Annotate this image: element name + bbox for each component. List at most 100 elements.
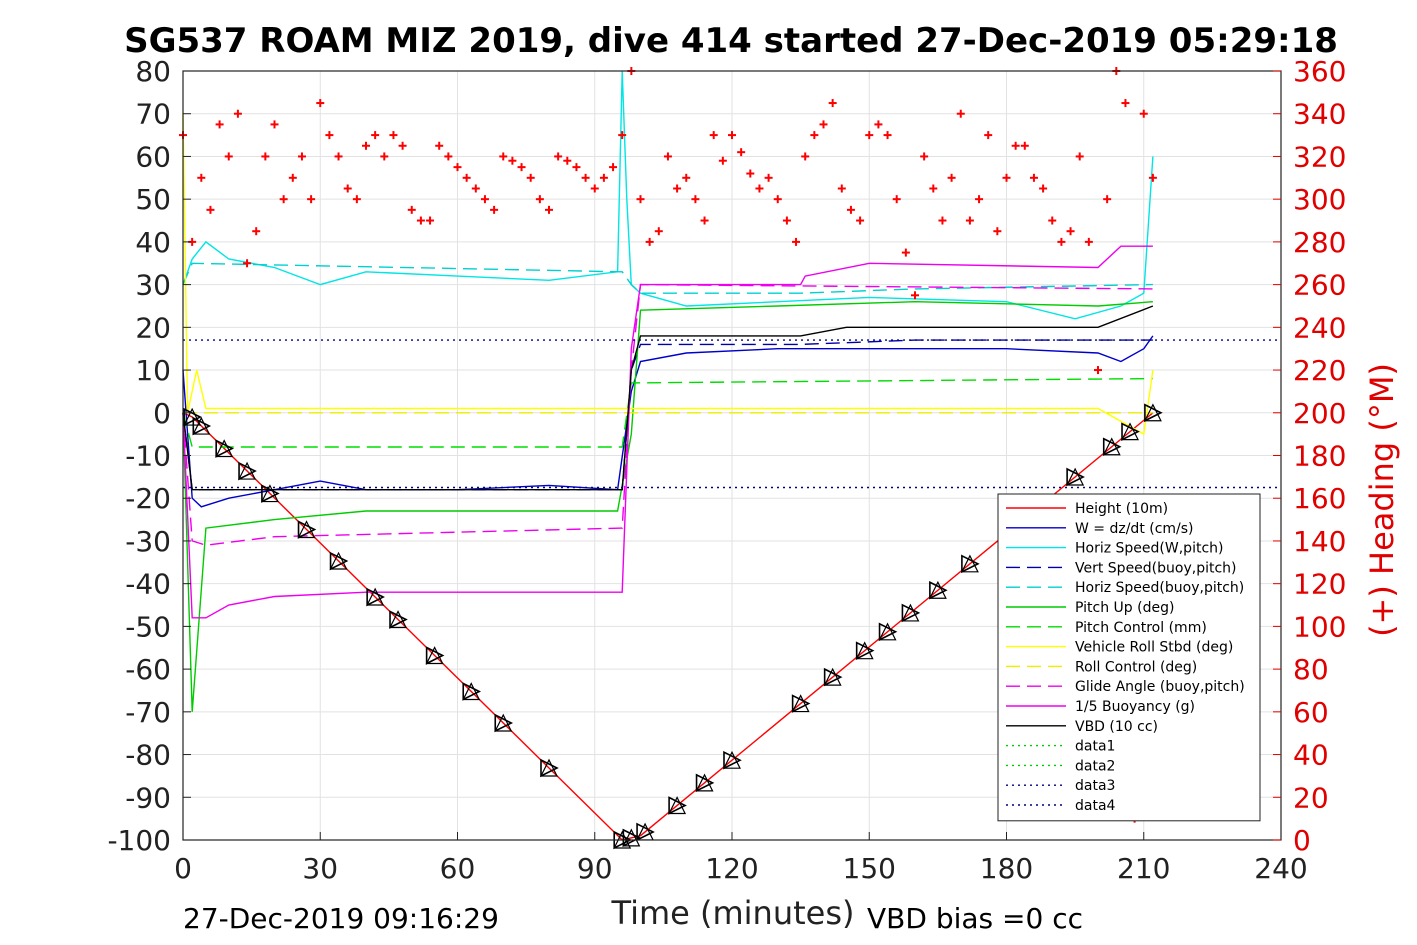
y-tick-label: 50	[135, 183, 171, 216]
series-line-5	[182, 300, 1153, 712]
right-tick-label: 80	[1293, 653, 1329, 686]
legend-entry: Roll Control (deg)	[1075, 659, 1197, 675]
x-tick-label: 0	[174, 852, 192, 885]
heading-point	[682, 173, 691, 182]
y-tick-label: -70	[125, 696, 171, 729]
height-marker	[878, 622, 898, 642]
y-tick-label: 30	[135, 269, 171, 302]
height-marker	[636, 822, 655, 842]
height-marker	[366, 587, 385, 606]
heading-point	[535, 195, 544, 204]
height-marker	[668, 796, 687, 815]
heading-point	[389, 131, 398, 140]
heading-point	[279, 195, 288, 204]
heading-point	[984, 131, 993, 140]
heading-point	[993, 227, 1002, 236]
x-tick-label: 90	[577, 852, 613, 885]
right-tick-label: 160	[1293, 482, 1346, 515]
heading-point	[471, 184, 480, 193]
legend-entry: VBD (10 cc)	[1075, 719, 1158, 735]
y-tick-label: -90	[125, 781, 171, 814]
height-marker	[238, 461, 257, 481]
y-tick-label: -40	[125, 568, 171, 601]
heading-point	[233, 109, 242, 118]
height-marker	[622, 828, 642, 848]
right-tick-label: 320	[1293, 140, 1346, 173]
heading-point	[197, 173, 206, 182]
heading-point	[517, 163, 526, 172]
height-marker	[928, 580, 947, 599]
height-marker	[215, 439, 234, 458]
height-marker	[297, 520, 317, 539]
height-marker	[1144, 403, 1163, 423]
legend-entry: data3	[1075, 778, 1115, 794]
heading-point	[545, 205, 553, 214]
heading-point	[1148, 173, 1157, 182]
height-marker	[855, 641, 875, 660]
right-tick-label: 180	[1293, 440, 1346, 473]
heading-point	[462, 173, 471, 182]
height-marker	[329, 551, 349, 571]
height-marker	[961, 554, 980, 574]
height-marker	[901, 603, 920, 622]
height-marker	[1102, 437, 1122, 457]
heading-point	[243, 259, 252, 268]
series-line-10	[182, 245, 1153, 619]
legend-entry: Horiz Speed(W,pitch)	[1075, 541, 1223, 557]
heading-point	[480, 195, 489, 204]
height-marker	[723, 750, 741, 769]
heading-point	[343, 184, 352, 193]
heading-point	[352, 195, 361, 204]
y-tick-label: 10	[135, 354, 171, 387]
y-tick-label: -100	[107, 824, 171, 857]
heading-point	[654, 227, 663, 236]
chart-title: SG537 ROAM MIZ 2019, dive 414 started 27…	[124, 21, 1338, 61]
heading-point	[1011, 141, 1020, 150]
heading-point	[334, 152, 343, 161]
height-marker	[823, 667, 842, 686]
legend-entry: data2	[1075, 758, 1115, 774]
height-marker	[878, 622, 897, 641]
y-tick-label: 70	[135, 98, 171, 131]
series-line-4	[182, 262, 1153, 294]
height-marker	[183, 407, 202, 426]
heading-point	[673, 184, 682, 193]
heading-point	[819, 120, 828, 129]
height-marker	[901, 603, 921, 623]
height-marker	[540, 758, 559, 778]
heading-point	[453, 163, 462, 172]
x-axis-label: Time (minutes)	[611, 894, 855, 932]
heading-point	[297, 152, 306, 161]
right-tick-label: 20	[1293, 781, 1329, 814]
y-tick-label: -30	[125, 525, 171, 558]
tick-labels: 0 30 60 90 120 150 180 210 24080706050403020100-…	[107, 55, 1346, 885]
height-marker	[668, 796, 687, 815]
right-tick-label: 120	[1293, 568, 1346, 601]
height-marker	[622, 828, 641, 847]
heading-point	[645, 237, 654, 246]
heading-point	[782, 216, 791, 225]
heading-point	[261, 152, 270, 161]
height-marker	[1143, 403, 1162, 422]
height-marker	[695, 773, 714, 792]
right-tick-label: 280	[1293, 226, 1346, 259]
height-marker	[462, 682, 481, 701]
heading-point	[416, 216, 425, 225]
height-marker	[1066, 467, 1085, 487]
heading-point	[901, 248, 910, 257]
y-tick-label: -50	[125, 610, 171, 643]
legend-entry: Vert Speed(buoy,pitch)	[1075, 560, 1237, 576]
right-tick-label: 40	[1293, 739, 1329, 772]
legend-entry: Pitch Control (mm)	[1075, 620, 1207, 636]
height-marker	[389, 610, 407, 629]
heading-point	[435, 141, 444, 150]
heading-point	[609, 163, 618, 172]
heading-point	[865, 131, 874, 140]
series-line-1	[182, 335, 1154, 508]
heading-point	[1029, 173, 1038, 182]
height-marker	[695, 773, 715, 793]
height-marker	[389, 610, 408, 629]
heading-point	[773, 195, 782, 204]
height-marker	[425, 646, 444, 665]
height-marker	[238, 461, 257, 480]
